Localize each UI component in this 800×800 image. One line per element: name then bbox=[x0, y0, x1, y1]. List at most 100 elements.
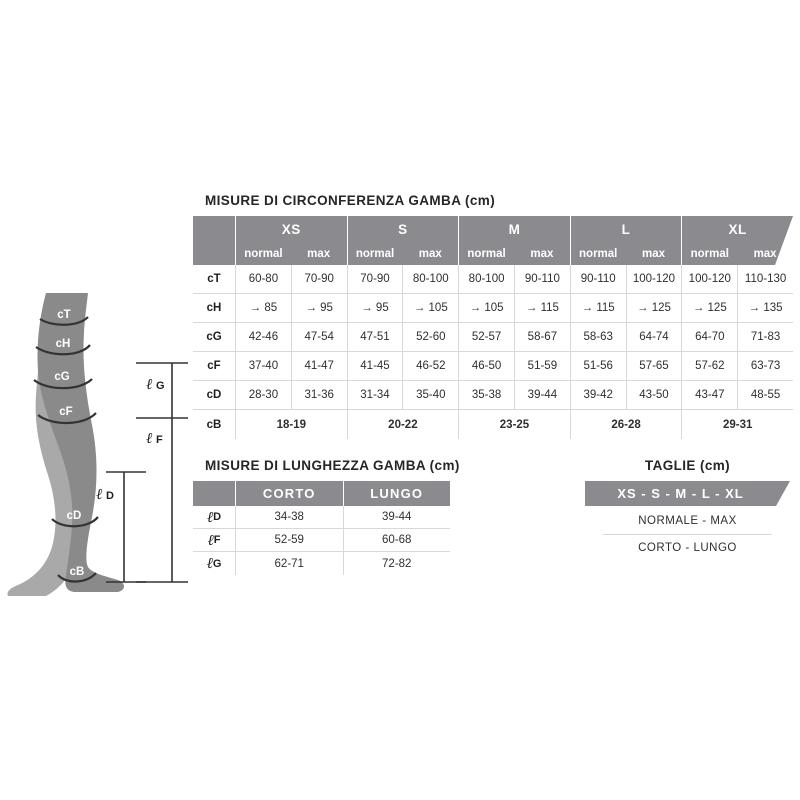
cell-cT-7: 100-120 bbox=[625, 265, 682, 294]
length-scale-labels: ℓ G ℓ F ℓ D bbox=[96, 375, 165, 503]
cell-cG-7: 64-74 bbox=[625, 323, 682, 352]
cell-cT-0: 60-80 bbox=[235, 265, 291, 294]
cell-cT-1: 70-90 bbox=[290, 265, 347, 294]
header-sub-normal-xs: normal bbox=[235, 242, 291, 265]
header-size-l: L bbox=[569, 216, 682, 242]
header-size-xl: XL bbox=[681, 216, 793, 242]
row-label-cD: cD bbox=[193, 381, 235, 410]
cell-cT-4: 80-100 bbox=[458, 265, 514, 294]
ring-label-cF: cF bbox=[59, 406, 72, 418]
scale-label-lD-script: ℓ bbox=[96, 485, 102, 503]
cell-cH-8: → 125 bbox=[681, 294, 738, 323]
scale-label-lG-script: ℓ bbox=[146, 375, 152, 393]
ring-label-cB: cB bbox=[70, 566, 85, 578]
ring-label-cH: cH bbox=[56, 338, 71, 350]
header-sub-max-s: max bbox=[418, 247, 442, 260]
header-size-m: M bbox=[458, 216, 570, 242]
cell-cD-5: 39-44 bbox=[513, 381, 570, 410]
cell-cG-2: 47-51 bbox=[346, 323, 403, 352]
taglie-title: TAGLIE (cm) bbox=[644, 458, 731, 473]
cell-cT-8: 100-120 bbox=[681, 265, 738, 294]
scale-label-lF-sub: F bbox=[156, 434, 163, 446]
row-label-cB: cB bbox=[206, 418, 222, 431]
cell-cG-6: 58-63 bbox=[569, 323, 626, 352]
cell-cF-0: 37-40 bbox=[235, 352, 291, 381]
cell-cG-8: 64-70 bbox=[681, 323, 738, 352]
cell-cD-9: 48-55 bbox=[737, 381, 793, 410]
lengths-table-block: MISURE DI LUNGHEZZA GAMBA (cm) CORTO LUN… bbox=[193, 458, 460, 575]
header-sub-max-m: max bbox=[530, 247, 554, 260]
header-background bbox=[193, 216, 793, 265]
row-label-cH: cH bbox=[193, 294, 235, 323]
cell-cH-0: → 85 bbox=[235, 294, 291, 323]
cell-cT-9: 110-130 bbox=[737, 265, 793, 294]
header-size-xs: XS bbox=[235, 216, 347, 242]
header-sub-max-xl: max bbox=[753, 247, 777, 260]
cell-cF-6: 51-56 bbox=[569, 352, 626, 381]
cell-cD-8: 43-47 bbox=[681, 381, 738, 410]
header-sub-normal-xl: normal bbox=[681, 242, 737, 265]
lengths-table-title: MISURE DI LUNGHEZZA GAMBA (cm) bbox=[205, 458, 460, 473]
ring-label-cG: cG bbox=[54, 371, 69, 383]
cell-cH-3: → 105 bbox=[402, 294, 459, 323]
cell-cT-3: 80-100 bbox=[402, 265, 459, 294]
cell-cG-3: 52-60 bbox=[402, 323, 459, 352]
cell-cF-9: 63-73 bbox=[737, 352, 793, 381]
lengths-cell-G-lungo: 72-82 bbox=[342, 552, 451, 575]
ring-labels: cT cH cG cF cD cB bbox=[54, 309, 84, 578]
length-scale bbox=[106, 362, 188, 583]
taglie-block: TAGLIE (cm) XS - S - M - L - XL NORMALE … bbox=[585, 458, 790, 561]
row-label-cT: cT bbox=[193, 265, 235, 294]
length-script-glyph: ℓ bbox=[207, 530, 214, 549]
cell-cF-1: 41-47 bbox=[290, 352, 347, 381]
leg-measurement-diagram: cT cH cG cF cD cB ℓ G ℓ F ℓ D bbox=[0, 285, 190, 600]
cell-cB-1: 20-22 bbox=[346, 410, 459, 439]
cell-cH-4: → 105 bbox=[458, 294, 514, 323]
cell-cD-2: 31-34 bbox=[346, 381, 403, 410]
lengths-cell-F-corto: 52-59 bbox=[235, 529, 343, 552]
cell-cF-3: 46-52 bbox=[402, 352, 459, 381]
cell-cD-4: 35-38 bbox=[458, 381, 514, 410]
cell-cD-0: 28-30 bbox=[235, 381, 291, 410]
lengths-cell-G-corto: 62-71 bbox=[235, 552, 343, 575]
header-sub-normal-s: normal bbox=[346, 242, 403, 265]
cell-cH-7: → 125 bbox=[625, 294, 682, 323]
cell-cT-5: 90-110 bbox=[513, 265, 570, 294]
cell-cG-4: 52-57 bbox=[458, 323, 514, 352]
cell-cD-3: 35-40 bbox=[402, 381, 459, 410]
cell-cH-9: → 135 bbox=[737, 294, 793, 323]
cell-cT-2: 70-90 bbox=[346, 265, 403, 294]
ring-label-cT: cT bbox=[57, 309, 70, 321]
taglie-header-background bbox=[585, 481, 790, 506]
lengths-header-corto: CORTO bbox=[235, 481, 343, 506]
row-label-cF: cF bbox=[193, 352, 235, 381]
header-sub-max-l: max bbox=[641, 247, 665, 260]
header-size-s: S bbox=[346, 216, 459, 242]
cell-cD-6: 39-42 bbox=[569, 381, 626, 410]
lengths-cell-D-lungo: 39-44 bbox=[342, 506, 450, 529]
cell-cT-6: 90-110 bbox=[569, 265, 626, 294]
taglie-option-normale-max: NORMALE - MAX bbox=[603, 508, 772, 535]
cell-cH-2: → 95 bbox=[346, 294, 403, 323]
taglie-header: XS - S - M - L - XL bbox=[585, 481, 790, 506]
cell-cH-5: → 115 bbox=[513, 294, 570, 323]
lengths-cell-F-lungo: 60-68 bbox=[342, 529, 450, 552]
circumference-table-block: MISURE DI CIRCONFERENZA GAMBA (cm) XS S … bbox=[193, 193, 793, 439]
row-label-cG: cG bbox=[193, 323, 235, 352]
taglie-sizes-label: XS - S - M - L - XL bbox=[617, 486, 744, 501]
lengths-header-blank bbox=[193, 481, 235, 506]
length-subscript: G bbox=[212, 557, 222, 570]
length-script-glyph: ℓ bbox=[206, 507, 214, 526]
front-leg-shape bbox=[37, 293, 125, 592]
cell-cF-4: 46-50 bbox=[458, 352, 514, 381]
cell-cD-1: 31-36 bbox=[290, 381, 347, 410]
taglie-option-corto-lungo: CORTO - LUNGO bbox=[638, 542, 737, 554]
cell-cH-1: → 95 bbox=[290, 294, 347, 323]
cell-cB-3: 26-28 bbox=[569, 410, 682, 439]
cell-cB-0: 18-19 bbox=[235, 410, 347, 439]
length-subscript: D bbox=[213, 511, 222, 523]
cell-cF-2: 41-45 bbox=[346, 352, 403, 381]
